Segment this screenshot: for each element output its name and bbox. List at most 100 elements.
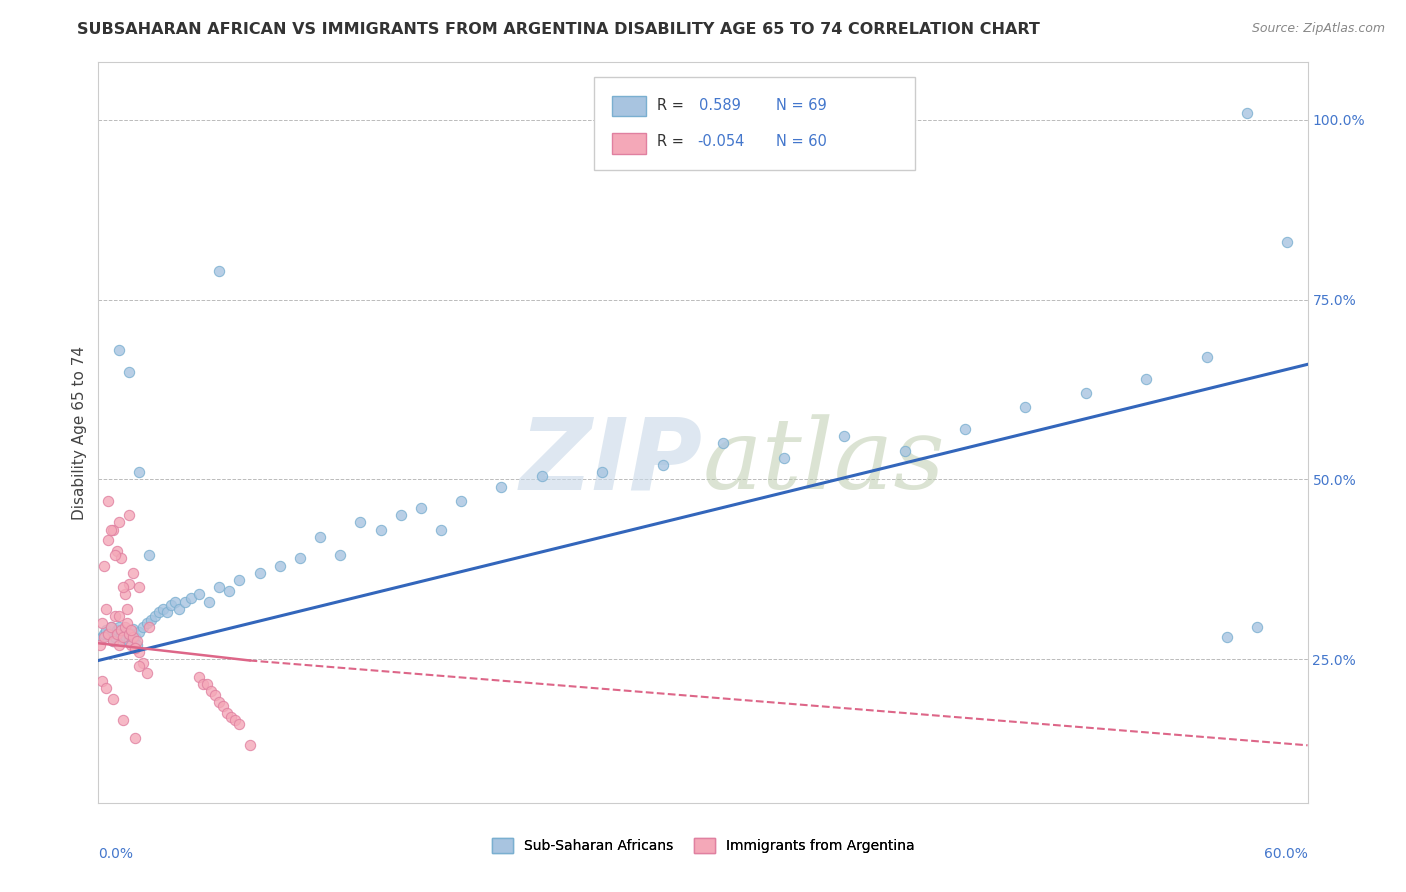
Point <box>195 677 218 691</box>
Point <box>218 583 240 598</box>
Point <box>107 638 129 652</box>
Point <box>121 631 143 645</box>
Point <box>772 450 794 465</box>
Point <box>188 670 211 684</box>
Point <box>221 709 243 723</box>
Point <box>97 627 120 641</box>
Point <box>121 566 143 580</box>
Point <box>200 684 222 698</box>
Point <box>110 624 132 638</box>
Point <box>430 523 453 537</box>
Point <box>530 468 553 483</box>
Point <box>224 713 246 727</box>
Point <box>114 620 136 634</box>
Point <box>101 634 124 648</box>
Point <box>118 365 141 379</box>
Point <box>135 666 157 681</box>
Point <box>125 634 148 648</box>
Point <box>103 608 125 623</box>
Text: R =: R = <box>657 134 683 149</box>
Point <box>309 530 332 544</box>
Point <box>1236 105 1258 120</box>
Point <box>893 443 915 458</box>
Point <box>138 548 160 562</box>
Point <box>107 343 129 357</box>
Point <box>156 605 179 619</box>
Text: SUBSAHARAN AFRICAN VS IMMIGRANTS FROM ARGENTINA DISABILITY AGE 65 TO 74 CORRELAT: SUBSAHARAN AFRICAN VS IMMIGRANTS FROM AR… <box>77 22 1040 37</box>
Point <box>111 631 134 645</box>
Point <box>115 616 138 631</box>
Point <box>591 465 613 479</box>
Text: 0.589: 0.589 <box>699 98 741 113</box>
Point <box>115 624 138 639</box>
Point <box>288 551 311 566</box>
Point <box>370 523 392 537</box>
Point <box>249 566 271 580</box>
Point <box>124 631 146 645</box>
Point <box>212 698 235 713</box>
Text: Source: ZipAtlas.com: Source: ZipAtlas.com <box>1251 22 1385 36</box>
Point <box>132 620 155 634</box>
Point <box>118 634 141 648</box>
Point <box>105 544 128 558</box>
Point <box>100 620 122 634</box>
Point <box>1135 372 1157 386</box>
Point <box>121 622 143 636</box>
Point <box>120 624 142 638</box>
Point <box>100 523 122 537</box>
Point <box>128 659 150 673</box>
Point <box>128 624 150 639</box>
Point <box>1074 386 1097 401</box>
Text: N = 60: N = 60 <box>776 134 827 149</box>
Point <box>188 587 211 601</box>
FancyBboxPatch shape <box>613 95 647 117</box>
Point <box>107 516 129 530</box>
FancyBboxPatch shape <box>595 78 915 169</box>
Point <box>110 627 132 641</box>
Point <box>105 624 128 638</box>
Point <box>128 465 150 479</box>
Point <box>1277 235 1299 249</box>
Point <box>239 739 262 753</box>
Point <box>1195 350 1218 364</box>
Point <box>111 580 134 594</box>
Point <box>167 601 190 615</box>
Legend: Sub-Saharan Africans, Immigrants from Argentina: Sub-Saharan Africans, Immigrants from Ar… <box>486 833 920 859</box>
Point <box>105 627 128 641</box>
Point <box>118 508 141 523</box>
Point <box>148 605 170 619</box>
Point <box>208 264 231 278</box>
Point <box>120 638 142 652</box>
Point <box>100 620 122 634</box>
Point <box>101 523 124 537</box>
Point <box>93 627 115 641</box>
Point <box>118 576 141 591</box>
Point <box>1014 401 1036 415</box>
Point <box>97 533 120 548</box>
Point <box>96 681 118 695</box>
Point <box>217 706 239 720</box>
Point <box>198 594 221 608</box>
Point <box>118 627 141 641</box>
Point <box>138 620 160 634</box>
Text: 60.0%: 60.0% <box>1264 847 1308 861</box>
Point <box>96 624 118 638</box>
Point <box>174 594 197 608</box>
Point <box>110 551 132 566</box>
Text: N = 69: N = 69 <box>776 98 827 113</box>
Point <box>124 641 146 656</box>
Point <box>208 580 231 594</box>
Point <box>450 494 472 508</box>
Point <box>953 422 976 436</box>
Text: atlas: atlas <box>703 415 946 510</box>
Text: -0.054: -0.054 <box>697 134 744 149</box>
Point <box>93 631 115 645</box>
Point <box>91 616 114 631</box>
Point <box>228 573 250 587</box>
Text: R =: R = <box>657 98 683 113</box>
Point <box>128 645 150 659</box>
Point <box>329 548 352 562</box>
Point <box>124 641 146 656</box>
Point <box>409 501 432 516</box>
Point <box>160 598 183 612</box>
